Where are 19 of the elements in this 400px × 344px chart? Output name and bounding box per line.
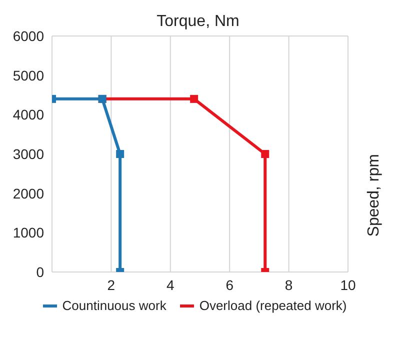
y-tick-label: 1000 xyxy=(12,224,44,241)
y-axis-title: Speed, rpm xyxy=(366,154,383,237)
x-tick-label: 4 xyxy=(166,276,174,293)
point xyxy=(261,150,270,158)
y-tick-label: 3000 xyxy=(12,146,44,162)
x-tick-label: 10 xyxy=(340,276,356,293)
y-tick-label: 0 xyxy=(36,264,44,280)
x-tick-label: 8 xyxy=(284,276,293,293)
x-tick-label: 6 xyxy=(226,276,234,293)
y-tick-label: 5000 xyxy=(12,67,44,84)
point xyxy=(190,94,198,103)
y-tick-label: 4000 xyxy=(12,106,44,123)
legend-label: Countinuous work xyxy=(61,298,166,313)
y-tick-label: 2000 xyxy=(12,185,44,202)
y-tick-label: 6000 xyxy=(12,28,44,44)
point xyxy=(116,150,124,158)
legend-label: Overload (repeated work) xyxy=(198,298,347,313)
x-tick-label: 2 xyxy=(107,276,116,293)
x-axis-title: Torque, Nm xyxy=(156,13,240,30)
